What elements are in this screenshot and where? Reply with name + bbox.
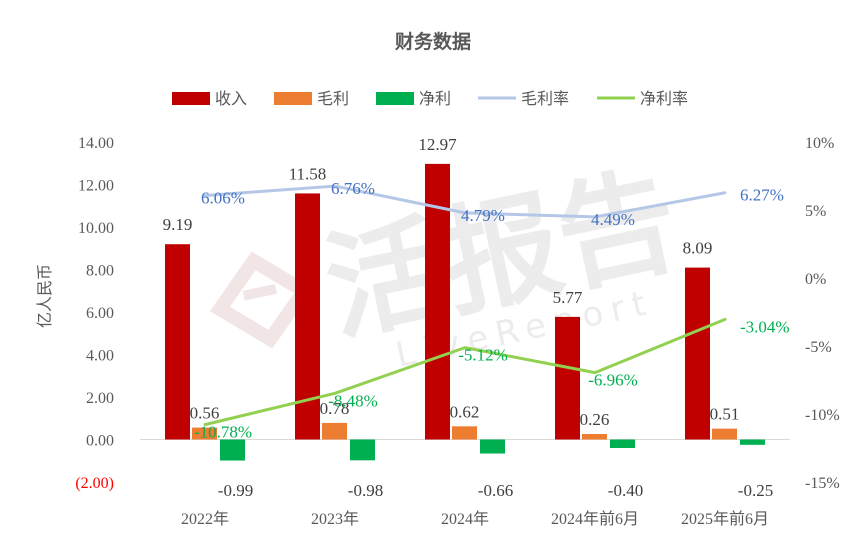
bar-net-profit [740,439,765,445]
watermark-logo [209,251,315,349]
bar-net-profit [610,439,635,448]
legend-label-net-profit: 净利 [419,89,451,108]
data-label-gross-profit: 0.26 [580,410,610,429]
right-tick-label: -5% [805,339,832,356]
data-label-net-profit: -0.98 [348,481,383,500]
legend-item-net-profit: 净利 [376,89,451,108]
bar-gross-profit [712,428,737,440]
bar-gross-profit [192,427,217,440]
data-label-gross-margin: 4.79% [461,206,505,225]
right-tick-label: 10% [805,135,834,152]
bar-revenue [555,316,580,440]
bar-gross-profit [582,433,607,440]
left-tick-label: 2.00 [86,390,114,407]
legend-item-gross-profit: 毛利 [274,89,349,108]
data-label-net-margin: -3.04% [740,317,790,336]
x-tick-label: 2024年前6月 [551,510,639,528]
legend-swatch-net-profit [376,92,414,105]
x-tick-label: 2022年 [181,510,229,528]
bar-net-profit [350,439,375,461]
left-tick-label: 0.00 [86,433,114,450]
data-label-net-profit: -0.99 [218,481,253,500]
legend-item-net-margin: 净利率 [597,89,688,108]
data-label-revenue: 12.97 [418,135,457,154]
data-label-gross-profit: 0.51 [710,405,740,424]
line-gross-margin [203,184,727,219]
right-tick-label: 0% [805,271,826,288]
right-tick-label: -15% [805,475,840,492]
data-label-net-margin: -5.12% [458,346,508,365]
legend-label-net-margin: 净利率 [640,89,688,108]
left-tick-label: 12.00 [78,178,114,195]
data-label-gross-margin: 4.49% [591,210,635,229]
bar-net-profit [480,439,505,454]
data-label-net-margin: -10.78% [194,423,252,442]
data-label-gross-margin: 6.06% [201,189,245,208]
x-tick-label: 2025年前6月 [681,510,769,528]
data-label-gross-profit: 0.56 [190,404,220,423]
bar-gross-profit [322,422,347,440]
data-label-revenue: 5.77 [553,288,583,307]
plot-area: 14.00 12.00 10.00 8.00 6.00 4.00 2.00 0.00 (2.00… [75,135,839,528]
bar-net-profit [220,439,245,461]
chart-title: 财务数据 [395,30,471,53]
watermark: 活报告 LiveReport [209,150,689,376]
data-label-net-profit: -0.40 [608,481,643,500]
legend: 收入 毛利 净利 毛利率 净利率 [172,89,688,108]
right-tick-label: 5% [805,203,826,220]
bar-revenue [685,267,710,440]
legend-item-revenue: 收入 [172,89,247,108]
x-tick-label: 2023年 [311,510,359,528]
legend-label-gross-profit: 毛利 [317,89,349,108]
legend-label-gross-margin: 毛利率 [521,89,569,108]
data-label-gross-margin: 6.76% [331,179,375,198]
data-label-revenue: 11.58 [289,164,327,183]
data-label-gross-profit: 0.78 [320,399,350,418]
left-tick-label: (2.00) [75,475,114,492]
data-label-revenue: 9.19 [163,215,193,234]
data-label-net-margin: -8.48% [328,391,378,410]
data-label-net-margin: -6.96% [588,371,638,390]
data-label-net-profit: -0.25 [738,481,773,500]
left-tick-label: 6.00 [86,305,114,322]
data-label-gross-margin: 6.27% [740,186,784,205]
left-tick-label: 14.00 [78,135,114,152]
data-label-revenue: 8.09 [683,239,713,258]
left-tick-label: 8.00 [86,263,114,280]
right-tick-label: -10% [805,407,840,424]
legend-swatch-gross-profit [274,92,312,105]
y-axis-title: 亿人民币 [35,264,54,328]
left-tick-label: 10.00 [78,220,114,237]
left-tick-label: 4.00 [86,348,114,365]
legend-label-revenue: 收入 [215,89,247,108]
data-label-net-profit: -0.66 [478,481,513,500]
legend-swatch-revenue [172,92,210,105]
bar-gross-profit [452,426,477,440]
line-net-margin [203,317,727,427]
x-tick-label: 2024年 [441,510,489,528]
data-label-gross-profit: 0.62 [450,402,480,421]
bar-revenue [165,244,190,440]
legend-item-gross-margin: 毛利率 [478,89,569,108]
